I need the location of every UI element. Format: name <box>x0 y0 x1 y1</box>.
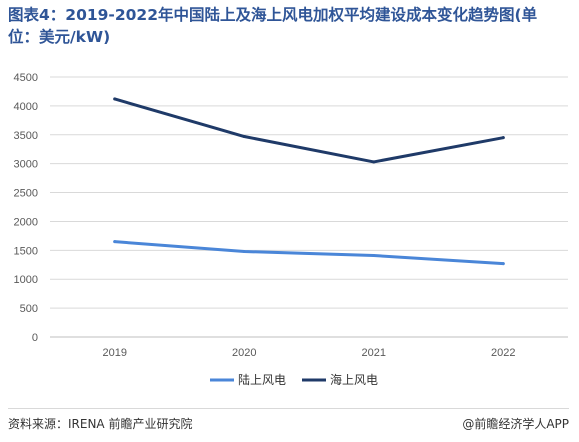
x-tick-label: 2021 <box>362 347 386 359</box>
data-point <box>501 262 505 266</box>
x-tick-label: 2022 <box>491 347 515 359</box>
series-lines <box>113 97 505 266</box>
legend-label: 海上风电 <box>330 372 378 387</box>
y-tick-label: 4500 <box>14 72 38 84</box>
data-point <box>501 136 505 140</box>
x-tick-label: 2019 <box>103 347 127 359</box>
x-axis-ticks: 2019 2020 2021 2022 <box>103 347 516 359</box>
y-tick-label: 1000 <box>14 274 38 286</box>
data-point <box>372 254 376 258</box>
gridlines <box>50 76 568 338</box>
y-tick-label: 1500 <box>14 245 38 257</box>
data-point <box>242 135 246 139</box>
legend-label: 陆上风电 <box>238 372 286 387</box>
source-note: 资料来源：IRENA 前瞻产业研究院 <box>8 417 193 431</box>
data-point <box>242 249 246 253</box>
y-tick-label: 0 <box>32 332 38 344</box>
data-point <box>372 160 376 164</box>
y-tick-label: 4000 <box>14 101 38 113</box>
y-tick-label: 3500 <box>14 130 38 142</box>
chart-title: 图表4：2019-2022年中国陆上及海上风电加权平均建设成本变化趋势图(单位：… <box>8 6 538 46</box>
y-tick-label: 2500 <box>14 188 38 200</box>
series-line-0 <box>113 240 505 266</box>
footer-divider <box>8 408 569 409</box>
legend: 陆上风电 海上风电 <box>210 372 378 387</box>
data-point <box>113 97 117 101</box>
data-point <box>113 240 117 244</box>
y-tick-label: 3000 <box>14 159 38 171</box>
y-tick-label: 2000 <box>14 216 38 228</box>
y-axis-ticks: 0 500 1000 1500 2000 2500 3000 3500 4000 4500 <box>14 72 38 344</box>
y-tick-label: 500 <box>20 303 38 315</box>
x-tick-label: 2020 <box>232 347 256 359</box>
series-line-1 <box>113 97 505 164</box>
brand-credit: @前瞻经济学人APP <box>462 417 569 431</box>
